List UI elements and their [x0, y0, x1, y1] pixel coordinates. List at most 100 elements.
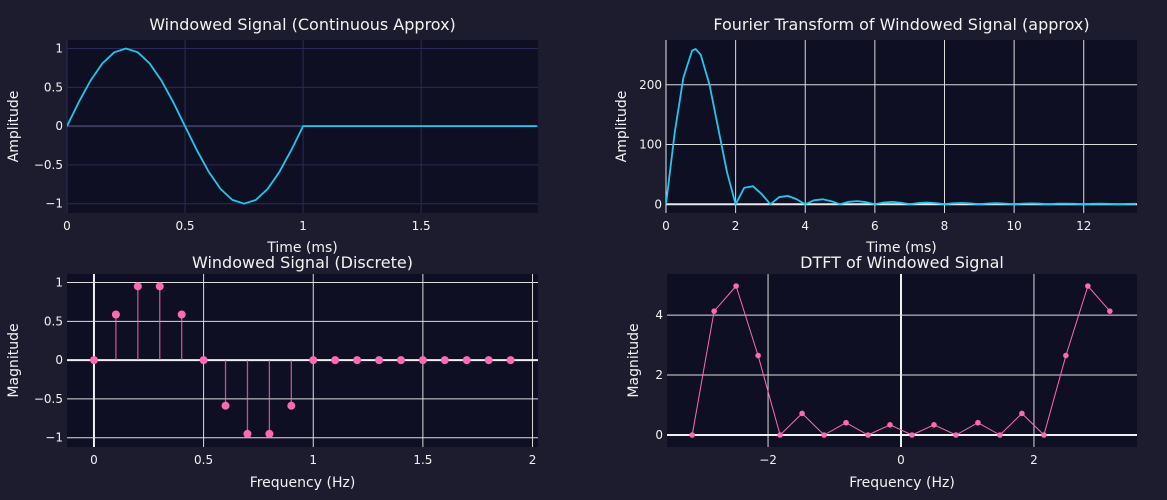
series	[689, 283, 1113, 438]
series	[67, 47, 537, 205]
y-axis-label: Amplitude	[614, 91, 630, 163]
x-tick-label: 1	[299, 219, 307, 233]
stem-marker[interactable]	[506, 356, 515, 365]
data-point[interactable]	[755, 352, 761, 359]
x-tick-label: 0	[897, 453, 905, 467]
series	[89, 282, 515, 438]
y-tick-label: 100	[639, 138, 662, 152]
subplot-3: 0 0.5 1 1.5 2 −1 −0.5 0 0.5 1 Windowed Signal (Dis…	[6, 253, 538, 491]
stem-marker[interactable]	[177, 310, 186, 319]
stem-marker[interactable]	[287, 401, 296, 410]
x-tick-label: 0.5	[194, 453, 213, 467]
stem-marker[interactable]	[133, 282, 142, 291]
data-point[interactable]	[865, 432, 871, 438]
series-line	[67, 47, 537, 205]
stem-marker[interactable]	[89, 356, 98, 365]
data-point[interactable]	[1019, 410, 1025, 417]
stem-marker[interactable]	[418, 356, 427, 365]
y-axis-label: Magnitude	[626, 323, 642, 397]
stem-marker[interactable]	[199, 356, 208, 365]
data-point[interactable]	[1085, 283, 1091, 289]
data-point[interactable]	[711, 308, 717, 314]
data-point[interactable]	[799, 410, 805, 417]
y-tick-label: 200	[639, 78, 662, 92]
data-point[interactable]	[733, 283, 739, 289]
stem-marker[interactable]	[331, 356, 340, 365]
stem-marker[interactable]	[243, 429, 252, 438]
y-tick-label: −0.5	[34, 158, 63, 172]
x-tick-label: −2	[759, 453, 777, 467]
y-tick-label: 0	[55, 119, 63, 133]
chart-title: Fourier Transform of Windowed Signal (ap…	[713, 15, 1089, 34]
stem-marker[interactable]	[353, 356, 362, 365]
x-tick-label: 12	[1076, 219, 1091, 233]
x-tick-label: 10	[1006, 219, 1021, 233]
x-axis-label: Frequency (Hz)	[250, 475, 356, 491]
y-tick-label: 4	[655, 308, 663, 322]
x-tick-label: 1.5	[412, 219, 431, 233]
stem-marker[interactable]	[375, 356, 384, 365]
x-tick-label: 0	[90, 453, 98, 467]
data-point[interactable]	[887, 422, 893, 428]
chart-title: Windowed Signal (Discrete)	[192, 253, 413, 272]
data-point[interactable]	[843, 419, 849, 426]
x-tick-label: 8	[941, 219, 949, 233]
data-point[interactable]	[975, 419, 981, 426]
x-tick-label: 2	[529, 453, 537, 467]
subplot-1: 0 0.5 1 1.5 −1 −0.5 0 0.5 1 Windowed Signal (Cont…	[6, 15, 538, 256]
y-tick-label: 2	[655, 368, 663, 382]
data-point[interactable]	[821, 432, 827, 438]
y-tick-label: 0	[55, 353, 63, 367]
data-point[interactable]	[1041, 432, 1047, 438]
stem-marker[interactable]	[396, 356, 405, 365]
y-tick-label: 0	[655, 428, 663, 442]
y-tick-label: 0.5	[44, 80, 63, 94]
data-point[interactable]	[931, 422, 937, 428]
data-point[interactable]	[1107, 308, 1113, 314]
series-line	[666, 48, 1137, 206]
x-tick-label: 6	[871, 219, 879, 233]
y-tick-label: 1	[55, 276, 63, 290]
y-tick-label: −1	[45, 431, 63, 445]
stem-marker[interactable]	[309, 356, 318, 365]
subplot-2: 0 2 4 6 8 10 12 0 100 200 Fourier Transform of Win…	[614, 15, 1137, 256]
x-axis-label: Time (ms)	[865, 240, 937, 256]
data-point[interactable]	[997, 432, 1003, 438]
stem-marker[interactable]	[111, 310, 120, 319]
data-point[interactable]	[689, 432, 695, 438]
data-point[interactable]	[777, 432, 783, 438]
y-axis-label: Amplitude	[6, 91, 22, 163]
stem-marker[interactable]	[155, 282, 164, 291]
x-axis-label: Frequency (Hz)	[849, 475, 955, 491]
series-line	[691, 285, 1111, 436]
x-axis-label: Time (ms)	[266, 240, 338, 256]
subplot-4: −2 0 2 0 2 4 DTFT of Windowed Signal Frequency …	[626, 253, 1137, 491]
x-tick-label: 2	[732, 219, 740, 233]
x-tick-label: 1	[309, 453, 317, 467]
y-tick-label: −0.5	[34, 392, 63, 406]
y-axis-label: Magnitude	[6, 323, 22, 397]
stem-marker[interactable]	[440, 356, 449, 365]
stem-marker[interactable]	[221, 401, 230, 410]
x-tick-label: 2	[1030, 453, 1038, 467]
chart-title: DTFT of Windowed Signal	[800, 253, 1004, 272]
x-tick-label: 0	[63, 219, 71, 233]
x-tick-label: 0.5	[175, 219, 194, 233]
data-point[interactable]	[1063, 352, 1069, 359]
x-tick-label: 0	[662, 219, 670, 233]
stem-marker[interactable]	[265, 429, 274, 438]
y-tick-label: 1	[55, 42, 63, 56]
stem-marker[interactable]	[462, 356, 471, 365]
y-tick-label: 0	[654, 197, 662, 211]
stem-marker[interactable]	[484, 356, 493, 365]
y-tick-label: −1	[45, 197, 63, 211]
x-tick-label: 4	[801, 219, 809, 233]
x-tick-label: 1.5	[413, 453, 432, 467]
data-point[interactable]	[909, 432, 915, 438]
y-tick-label: 0.5	[44, 314, 63, 328]
data-point[interactable]	[953, 432, 959, 438]
plot-area	[666, 40, 1137, 213]
series	[666, 48, 1137, 206]
chart-title: Windowed Signal (Continuous Approx)	[149, 15, 456, 34]
